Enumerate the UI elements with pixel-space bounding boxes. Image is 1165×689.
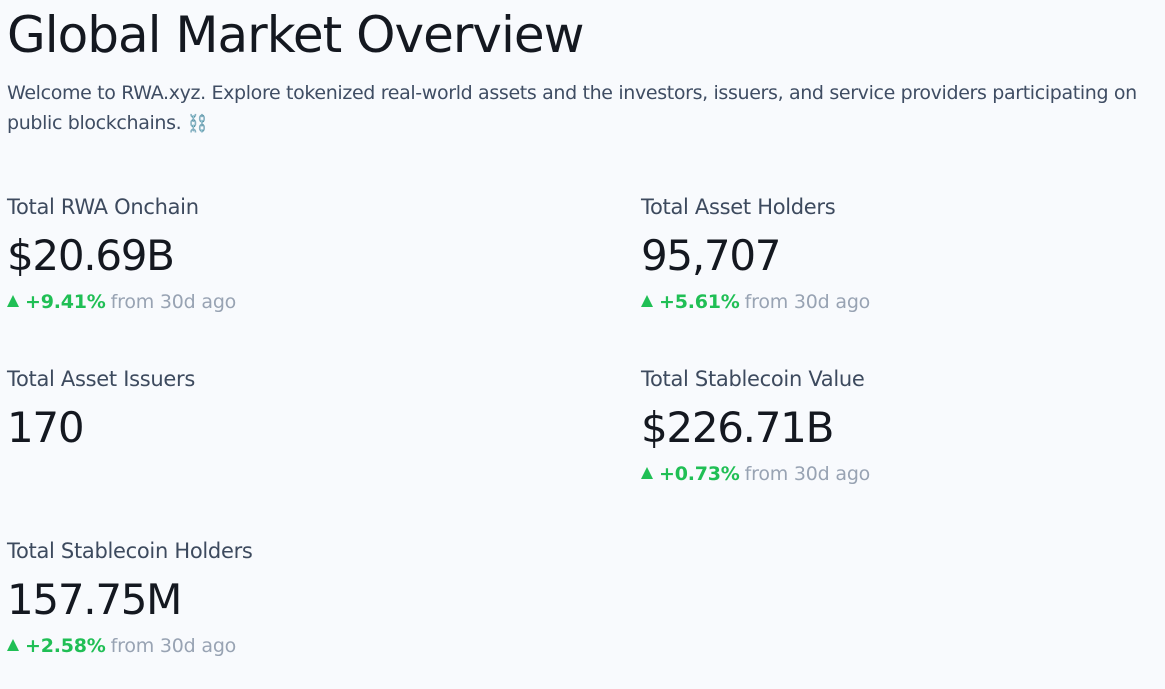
stat-total-stablecoin-holders: Total Stablecoin Holders 157.75M +2.58% f… (7, 537, 527, 660)
intro-description: Welcome to RWA.xyz. Explore tokenized re… (7, 82, 1137, 134)
triangle-up-icon (7, 639, 19, 651)
triangle-up-icon (641, 467, 653, 479)
stat-change: +9.41% from 30d ago (7, 288, 527, 316)
stat-total-asset-issuers: Total Asset Issuers 170 (7, 365, 527, 456)
change-period: from 30d ago (110, 635, 237, 657)
triangle-up-icon (641, 295, 653, 307)
intro-text: Welcome to RWA.xyz. Explore tokenized re… (7, 78, 1157, 139)
change-period: from 30d ago (744, 291, 871, 313)
stat-change: +2.58% from 30d ago (7, 632, 527, 660)
change-period: from 30d ago (110, 291, 237, 313)
stat-label: Total Stablecoin Value (641, 367, 865, 391)
change-percent: +2.58% (25, 635, 106, 657)
change-percent: +0.73% (659, 463, 740, 485)
stat-label: Total Asset Issuers (7, 367, 195, 391)
chain-emoji-icon: ⛓️ (187, 114, 208, 134)
change-period: from 30d ago (744, 463, 871, 485)
stat-value: 157.75M (7, 575, 182, 624)
stat-change: +5.61% from 30d ago (641, 288, 1161, 316)
stat-value: $20.69B (7, 231, 175, 280)
stat-change: +0.73% from 30d ago (641, 460, 1161, 488)
stat-total-stablecoin-value: Total Stablecoin Value $226.71B +0.73% fr… (641, 365, 1161, 488)
triangle-up-icon (7, 295, 19, 307)
stat-total-asset-holders: Total Asset Holders 95,707 +5.61% from 30… (641, 193, 1161, 316)
stat-total-rwa-onchain: Total RWA Onchain $20.69B +9.41% from 30d… (7, 193, 527, 316)
stat-label: Total Stablecoin Holders (7, 539, 253, 563)
stat-label: Total Asset Holders (641, 195, 836, 219)
stat-value: 170 (7, 403, 85, 452)
stat-value: $226.71B (641, 403, 834, 452)
page-title: Global Market Overview (7, 6, 585, 64)
stat-label: Total RWA Onchain (7, 195, 199, 219)
stat-value: 95,707 (641, 231, 781, 280)
change-percent: +9.41% (25, 291, 106, 313)
change-percent: +5.61% (659, 291, 740, 313)
